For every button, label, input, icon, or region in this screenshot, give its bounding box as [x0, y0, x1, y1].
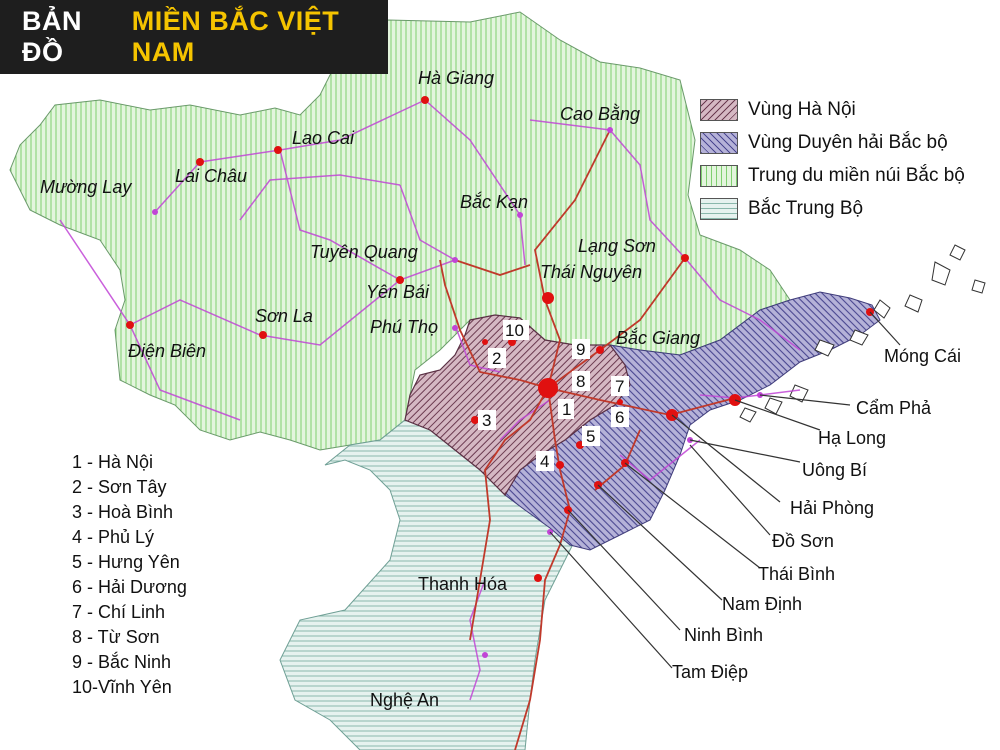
legend: Vùng Hà Nội Vùng Duyên hải Bắc bộ Trung …: [700, 96, 965, 228]
city-dot-bac-ninh: [596, 346, 604, 354]
main-roads: [439, 129, 736, 750]
label-mong-cai: Móng Cái: [884, 346, 961, 366]
legend-swatch-hanoi: [700, 99, 738, 121]
label-ha-long: Hạ Long: [818, 428, 886, 448]
label-cam-pha: Cẩm Phả: [856, 398, 932, 418]
num-5: 5: [586, 427, 595, 446]
label-yen-bai: Yên Bái: [366, 282, 430, 302]
number-key-list: 1 - Hà Nội 2 - Sơn Tây 3 - Hoà Bình 4 - …: [72, 450, 187, 700]
city-dot-lang-son: [681, 254, 689, 262]
label-nam-dinh: Nam Định: [722, 594, 802, 614]
legend-label: Trung du miền núi Bắc bộ: [748, 165, 965, 186]
num-2: 2: [492, 349, 501, 368]
city-dot-phu-ly: [556, 461, 564, 469]
city-dot-phu-tho: [452, 325, 458, 331]
label-thai-binh: Thái Bình: [758, 564, 835, 584]
legend-label: Bắc Trung Bộ: [748, 198, 864, 219]
city-dot-chi-linh: [617, 399, 623, 405]
label-lao-cai: Lao Cai: [292, 128, 355, 148]
label-phu-tho: Phú Thọ: [370, 317, 438, 337]
city-dot-cao-bang: [607, 127, 613, 133]
label-dien-bien: Điện Biên: [128, 341, 206, 361]
legend-label: Vùng Duyên hải Bắc bộ: [748, 132, 948, 153]
label-bac-kan: Bắc Kạn: [460, 192, 528, 212]
province-labels: Hà Giang Cao Bằng Lao Cai Lai Châu Mường…: [40, 68, 700, 361]
label-tam-diep: Tam Điệp: [672, 662, 748, 682]
city-dot-dien-bien: [126, 321, 134, 329]
city-dot-nghe-an: [482, 652, 488, 658]
label-tuyen-quang: Tuyên Quang: [310, 242, 418, 262]
city-dot-son-la: [259, 331, 267, 339]
key-item: 6 - Hải Dương: [72, 577, 187, 597]
key-item: 2 - Sơn Tây: [72, 477, 167, 497]
label-lang-son: Lạng Sơn: [578, 236, 656, 256]
number-labels: 10 2 9 8 7 1 6 3 5 4: [478, 320, 629, 471]
label-thanh-hoa: Thanh Hóa: [418, 574, 508, 594]
label-thai-nguyen: Thái Nguyên: [540, 262, 642, 282]
city-dot-son-tay: [482, 339, 488, 345]
label-ninh-binh: Ninh Bình: [684, 625, 763, 645]
label-ha-giang: Hà Giang: [418, 68, 494, 88]
city-dot-hoa-binh: [471, 416, 479, 424]
city-dot-ha-noi: [538, 378, 558, 398]
region-hanoi: [404, 314, 631, 496]
label-do-son: Đồ Sơn: [772, 531, 834, 551]
title-bar: BẢN ĐỒ MIỀN BẮC VIỆT NAM: [0, 0, 388, 74]
legend-item-north-central: Bắc Trung Bộ: [700, 195, 965, 223]
coastal-islands: [739, 244, 986, 423]
city-dot-thanh-hoa: [534, 574, 542, 582]
city-dot-yen-bai: [396, 276, 404, 284]
city-dot-lai-chau: [196, 158, 204, 166]
label-cao-bang: Cao Bằng: [560, 104, 640, 124]
label-uong-bi: Uông Bí: [802, 460, 867, 480]
key-item: 10-Vĩnh Yên: [72, 677, 172, 697]
city-dot-thai-nguyen: [542, 292, 554, 304]
num-3: 3: [482, 411, 491, 430]
coastal-labels: Móng Cái Cẩm Phả Hạ Long Uông Bí Hải Phò…: [672, 346, 961, 682]
key-item: 9 - Bắc Ninh: [72, 652, 172, 672]
key-item: 3 - Hoà Bình: [72, 502, 174, 522]
key-item: 8 - Từ Sơn: [72, 627, 160, 647]
city-dot-ha-giang: [421, 96, 429, 104]
num-10: 10: [505, 321, 524, 340]
label-muong-lay: Mường Lay: [40, 177, 132, 197]
label-bac-giang: Bắc Giang: [616, 328, 700, 348]
label-lai-chau: Lai Châu: [175, 166, 247, 186]
city-dot-tuyen-quang: [452, 257, 458, 263]
title-part-2: MIỀN BẮC VIỆT NAM: [131, 6, 340, 67]
num-4: 4: [540, 452, 549, 471]
region-midland-mountain: [9, 11, 791, 451]
num-8: 8: [576, 372, 585, 391]
key-item: 4 - Phủ Lý: [72, 527, 155, 547]
secondary-roads: [59, 99, 801, 701]
label-nghe-an: Nghệ An: [370, 690, 439, 710]
label-son-la: Sơn La: [255, 306, 313, 326]
legend-label: Vùng Hà Nội: [748, 99, 856, 120]
num-1: 1: [562, 400, 571, 419]
city-dot-lao-cai: [274, 146, 282, 154]
label-hai-phong: Hải Phòng: [790, 498, 874, 518]
num-6: 6: [615, 408, 624, 427]
legend-swatch-north-central: [700, 198, 738, 220]
leader-lines: [549, 311, 901, 669]
title-part-1: BẢN ĐỒ: [22, 6, 82, 67]
city-dot-muong-lay: [152, 209, 158, 215]
key-item: 5 - Hưng Yên: [72, 552, 180, 572]
num-9: 9: [576, 340, 585, 359]
key-item: 7 - Chí Linh: [72, 602, 166, 622]
city-dot-bac-kan: [517, 212, 523, 218]
legend-item-hanoi: Vùng Hà Nội: [700, 96, 965, 124]
legend-swatch-coastal: [700, 132, 738, 154]
legend-item-coastal: Vùng Duyên hải Bắc bộ: [700, 129, 965, 157]
num-7: 7: [615, 377, 624, 396]
south-labels: Thanh Hóa Nghệ An: [370, 574, 508, 710]
key-item: 1 - Hà Nội: [72, 452, 154, 472]
legend-swatch-midland: [700, 165, 738, 187]
legend-item-midland: Trung du miền núi Bắc bộ: [700, 162, 965, 190]
